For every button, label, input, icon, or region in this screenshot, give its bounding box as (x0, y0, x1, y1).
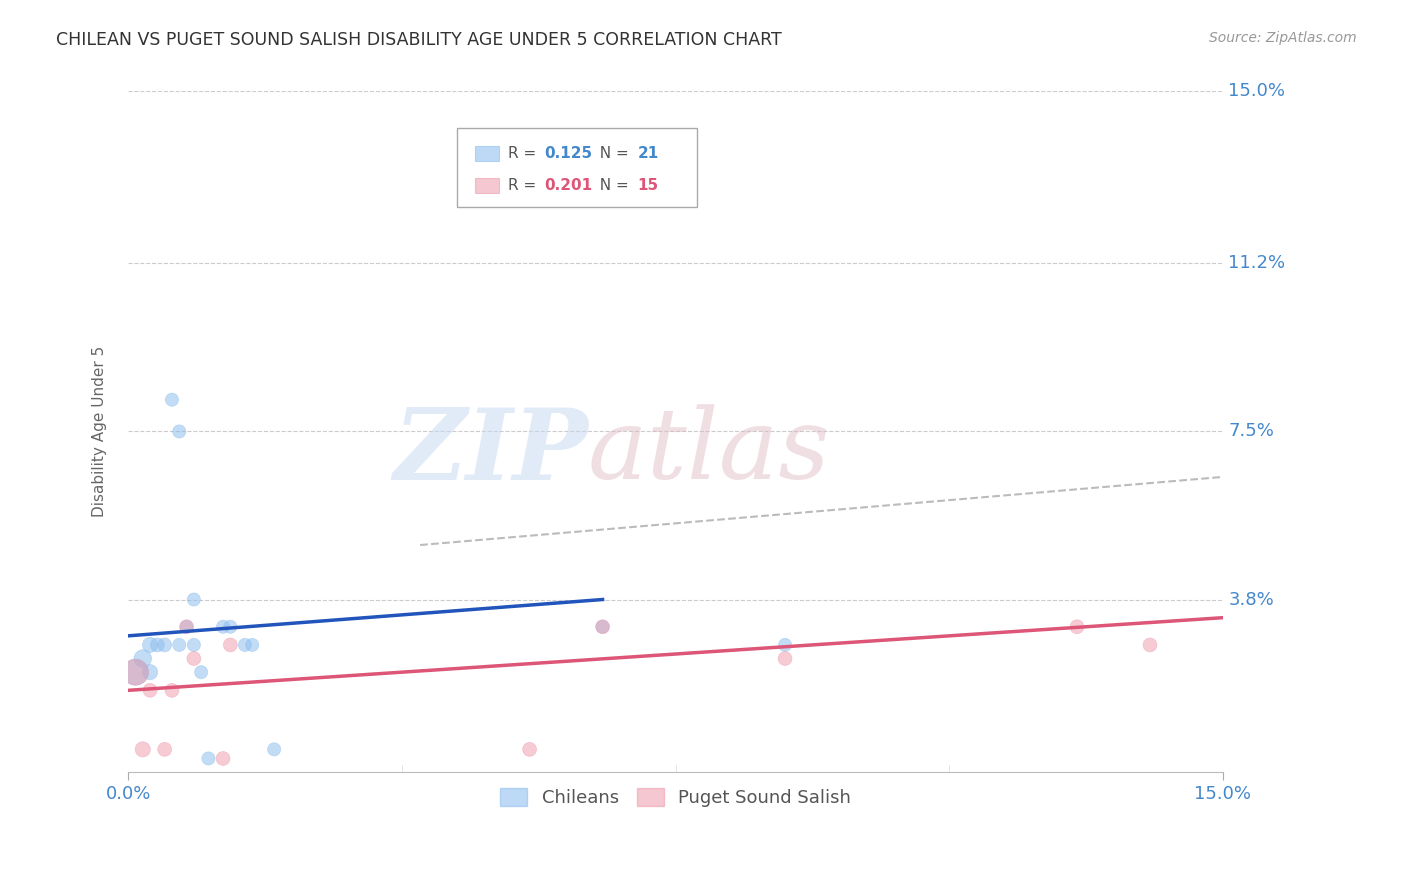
Point (124, 665, 146, 680)
Point (212, 751, 235, 765)
Point (146, 638, 169, 652)
Text: N =: N = (591, 145, 634, 161)
Point (160, 683, 183, 698)
Point (183, 592, 205, 607)
Text: Source: ZipAtlas.com: Source: ZipAtlas.com (1209, 31, 1357, 45)
Point (773, 638, 796, 652)
Point (139, 683, 162, 698)
Point (263, 742, 285, 756)
FancyBboxPatch shape (457, 128, 697, 207)
Legend: Chileans, Puget Sound Salish: Chileans, Puget Sound Salish (492, 780, 858, 814)
Text: 0.201: 0.201 (544, 178, 592, 193)
Point (132, 651, 155, 665)
Text: 15: 15 (637, 178, 658, 193)
Point (212, 620, 235, 634)
Text: 7.5%: 7.5% (1229, 423, 1274, 441)
Point (176, 620, 198, 634)
Text: 15.0%: 15.0% (1229, 82, 1285, 100)
Point (240, 638, 263, 652)
Point (183, 651, 205, 665)
Point (519, 742, 541, 756)
Point (160, 392, 183, 407)
Text: 11.2%: 11.2% (1229, 254, 1285, 272)
Point (1066, 620, 1088, 634)
Point (219, 620, 242, 634)
Point (153, 638, 176, 652)
Point (197, 751, 219, 765)
Point (139, 665, 162, 680)
Point (124, 665, 146, 680)
Point (176, 620, 198, 634)
Text: R =: R = (508, 178, 541, 193)
Text: N =: N = (591, 178, 634, 193)
Bar (475, 145, 499, 161)
Point (153, 742, 176, 756)
Text: 3.8%: 3.8% (1229, 591, 1274, 608)
Point (592, 620, 614, 634)
Text: 0.125: 0.125 (544, 145, 592, 161)
Point (132, 742, 155, 756)
Point (167, 638, 190, 652)
Point (773, 651, 796, 665)
Bar (475, 178, 499, 193)
Point (190, 665, 212, 680)
Point (1139, 638, 1161, 652)
Text: R =: R = (508, 145, 541, 161)
Text: ZIP: ZIP (394, 404, 588, 500)
Point (139, 638, 162, 652)
Point (592, 620, 614, 634)
Point (233, 638, 256, 652)
Text: CHILEAN VS PUGET SOUND SALISH DISABILITY AGE UNDER 5 CORRELATION CHART: CHILEAN VS PUGET SOUND SALISH DISABILITY… (56, 31, 782, 49)
Y-axis label: Disability Age Under 5: Disability Age Under 5 (93, 346, 107, 517)
Text: 21: 21 (637, 145, 658, 161)
Text: atlas: atlas (588, 404, 831, 500)
Point (219, 638, 242, 652)
Point (167, 425, 190, 439)
Point (183, 638, 205, 652)
